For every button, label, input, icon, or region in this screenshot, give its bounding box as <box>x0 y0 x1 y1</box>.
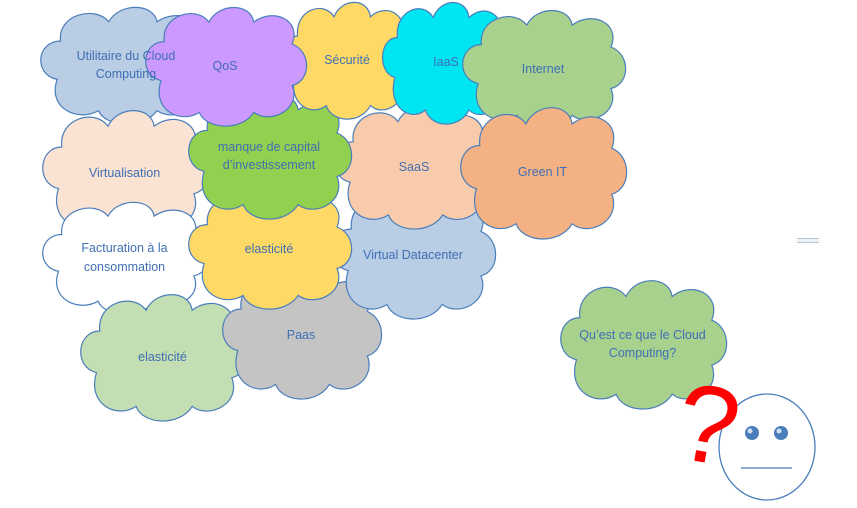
cloud-elasticite-green <box>80 294 248 422</box>
divider-line <box>797 238 819 243</box>
cloud-qos <box>145 7 308 127</box>
cloud-green-it <box>460 107 628 240</box>
face-head <box>718 393 816 501</box>
face-right-eye <box>774 426 788 440</box>
face-left-eye-highlight <box>747 428 753 434</box>
cloud-question <box>560 280 728 410</box>
face-right-eye-highlight <box>776 428 782 434</box>
face-left-eye <box>745 426 759 440</box>
